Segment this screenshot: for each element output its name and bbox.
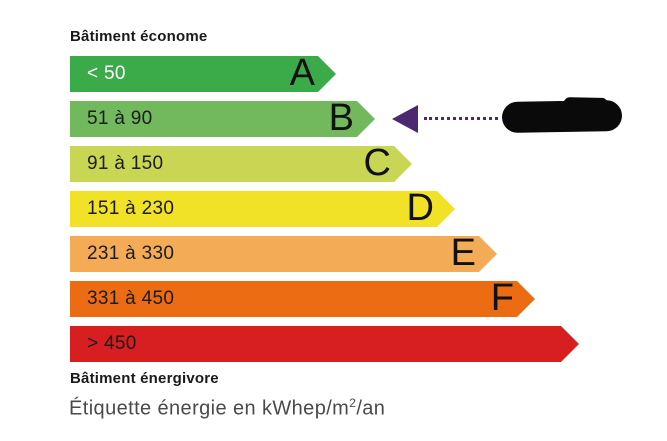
range-label: 151 à 230 (87, 198, 175, 219)
class-letter: A (289, 52, 315, 94)
caption-prefix: Étiquette énergie en kWhep/m (69, 397, 350, 420)
pointer-dotted-line (424, 117, 498, 120)
energy-class-bar-e: 231 à 330 E (70, 236, 497, 272)
energy-intensive-building-label: Bâtiment énergivore (70, 370, 219, 387)
class-letter: B (328, 97, 354, 139)
range-label: 231 à 330 (87, 243, 175, 264)
class-letter: E (450, 232, 476, 274)
range-label: 91 à 150 (87, 153, 164, 174)
energy-class-bar-g: > 450 (70, 326, 579, 362)
energy-class-bar-b: 51 à 90 B (70, 101, 375, 137)
caption-suffix: /an (356, 397, 386, 420)
energy-class-bar-f: 331 à 450 F (70, 281, 535, 317)
range-label: > 450 (87, 333, 137, 354)
caption-superscript: 2 (349, 396, 357, 410)
caption: Étiquette énergie en kWhep/m2/an (69, 396, 385, 421)
economical-building-label: Bâtiment économe (70, 28, 208, 45)
class-letter: F (490, 277, 514, 319)
redacted-value-blob (501, 99, 623, 134)
range-label: 331 à 450 (87, 288, 175, 309)
range-label: < 50 (87, 63, 126, 84)
energy-class-bar-c: 91 à 150 C (70, 146, 412, 182)
range-label: 51 à 90 (87, 108, 153, 129)
class-letter: C (363, 142, 391, 184)
energy-class-bar-d: 151 à 230 D (70, 191, 455, 227)
class-pointer-arrow-icon (392, 105, 418, 133)
class-letter: D (406, 187, 434, 229)
energy-class-bar-a: < 50 A (70, 56, 336, 92)
